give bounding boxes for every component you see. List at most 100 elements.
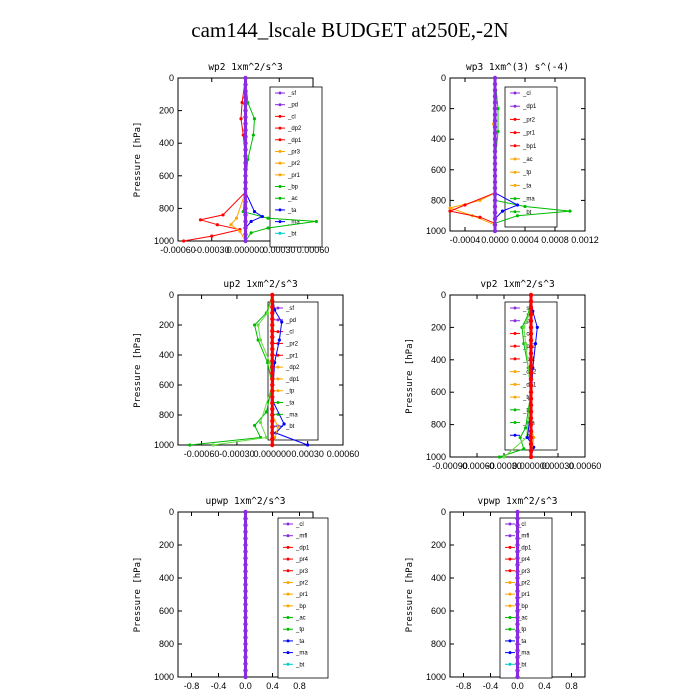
legend-marker [278,173,282,177]
legend-label: _dp1 [522,104,537,110]
legend-marker [286,662,290,666]
legend-marker [513,157,517,161]
legend-label: _bt [287,231,297,237]
panel-title: upwp 1xm^2/s^3 [205,496,285,507]
data-point [264,435,268,440]
figure-title: cam144_lscale BUDGET at250E,-2N [191,18,509,42]
data-point [533,342,538,346]
data-point [243,108,248,113]
data-point [492,149,498,154]
legend-box [504,86,558,228]
chart-panel-1: wp2 1xm^2/s^3 Pressure [hPa] 0 200 400 600 800… [133,62,329,255]
legend-label: _bt [285,424,295,430]
legend-label: _bt [517,662,527,668]
legend-marker [278,208,282,212]
legend-label: _pr2 [522,117,536,123]
x-tick-label: -0.4 [483,681,499,691]
data-point [243,167,248,172]
x-tick-label: -0.0004 [450,235,481,245]
legend-label: _pr3 [517,569,531,575]
data-point [243,219,248,224]
data-point [492,118,498,124]
y-tick-label: 200 [159,320,174,330]
data-point [502,455,506,459]
data-point [270,406,275,412]
data-point [239,117,243,121]
legend-label: _ac [517,616,528,622]
data-point [448,206,452,210]
data-point [492,222,498,228]
y-tick-label: 400 [159,138,174,148]
legend-marker [513,210,517,214]
legend-label: _dp2 [287,126,302,132]
x-tick-label: 0.000000 [512,461,550,471]
y-tick-label: 600 [159,380,174,390]
y-tick-label: 600 [431,606,446,616]
x-tick-label: 0.00060 [569,461,602,471]
data-point [522,447,526,451]
data-point [492,216,498,221]
legend-label: _pd [285,318,296,324]
x-tick-label: 0.00030 [542,461,575,471]
data-point [528,448,534,453]
series-line [448,78,496,231]
data-point [515,542,520,548]
data-point [523,204,527,209]
data-point [243,608,248,614]
data-point [492,192,498,197]
x-tick-label: -0.8 [184,681,200,691]
data-point [243,582,248,587]
legend-marker [508,662,512,666]
legend-label: _tp [522,170,532,176]
data-point [243,75,248,81]
legend-label: _ta [287,208,297,214]
data-point [243,562,248,567]
data-point [492,204,498,209]
data-point [492,112,498,117]
data-point [265,360,270,365]
data-point [492,137,498,142]
data-point [528,383,534,388]
series-line [189,294,273,446]
legend-label: _pr4 [295,557,309,563]
y-tick-label: 200 [159,106,174,116]
legend-marker [278,91,282,95]
legend-marker [513,306,517,310]
data-point [496,107,500,111]
data-point [528,312,534,317]
data-point [528,338,534,343]
data-point [243,569,248,574]
legend-marker [286,545,290,549]
legend-label: _mfl [295,534,307,540]
legend-label: _tp [517,627,527,633]
data-point [492,94,498,99]
data-point [492,124,498,130]
data-point [243,655,248,660]
series-line [213,294,273,446]
legend-marker [513,344,517,348]
x-tick-label: -0.00090 [432,461,468,471]
data-point [492,228,498,234]
y-tick-label: 800 [159,639,174,649]
legend-label: _bt [522,210,532,216]
legend-label: _pd [287,103,298,109]
x-tick-label: -0.00030 [194,245,230,255]
data-point [528,435,534,440]
legend-marker [513,104,517,108]
legend-marker [508,580,512,584]
y-tick-label: 600 [159,606,174,616]
y-tick-label: 1000 [426,672,446,682]
data-point [270,304,275,310]
legend-label: _ma [522,197,535,203]
legend-marker [286,604,290,608]
y-tick-label: 600 [431,165,446,175]
data-point [188,443,192,447]
data-point [463,203,467,207]
panel-title: vp2 1xm^2/s^3 [480,279,554,290]
chart-panel-6: vpwp 1xm^2/s^3 Pressure [hPa] 0 200 400 600 80… [405,496,586,691]
data-point [243,589,248,594]
data-point [253,323,257,327]
legend-marker [276,401,280,405]
legend-marker [286,639,290,643]
data-point [515,595,520,600]
